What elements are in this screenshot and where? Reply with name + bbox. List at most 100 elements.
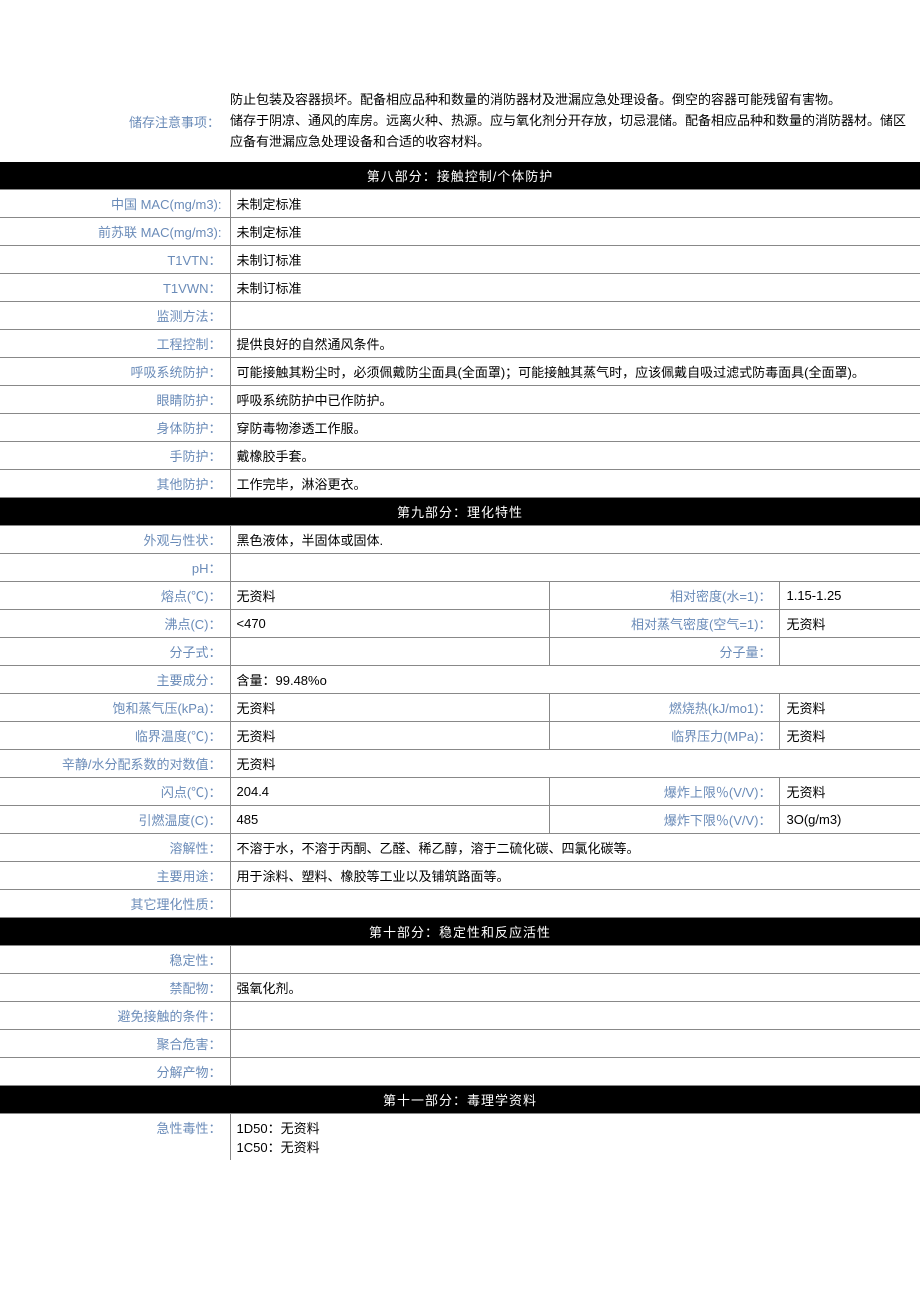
section9-mid2-body: 辛静/水分配系数的对数值： 无资料	[0, 750, 920, 778]
section11-header: 第十一部分：毒理学资料	[0, 1086, 920, 1114]
table-row: 引燃温度(C)： 485 爆炸下限％(V/V)： 3O(g/m3)	[0, 806, 920, 834]
table-row: 饱和蒸气压(kPa)： 无资料 燃烧热(kJ/mo1)： 无资料	[0, 694, 920, 722]
table-row: pH：	[0, 554, 920, 582]
row-value: 未制定标准	[230, 218, 920, 246]
row-label: 手防护：	[0, 442, 230, 470]
row-value: 提供良好的自然通风条件。	[230, 330, 920, 358]
row-value	[230, 1002, 920, 1030]
row-label: 前苏联 MAC(mg/m3):	[0, 218, 230, 246]
row-value	[230, 946, 920, 974]
table-row: 分解产物：	[0, 1058, 920, 1086]
row-label-2: 分子量：	[550, 638, 780, 666]
table-row: 主要成分： 含量：99.48%o	[0, 666, 920, 694]
row-label: 辛静/水分配系数的对数值：	[0, 750, 230, 778]
table-row: 分子式： 分子量：	[0, 638, 920, 666]
row-label: 身体防护：	[0, 414, 230, 442]
row-label: 引燃温度(C)：	[0, 806, 230, 834]
row-value: 无资料	[230, 722, 550, 750]
table-row: 其他防护： 工作完毕，淋浴更衣。	[0, 470, 920, 498]
row-value: 戴橡胶手套。	[230, 442, 920, 470]
row-value	[230, 302, 920, 330]
row-label: 闪点(℃)：	[0, 778, 230, 806]
row-label: 眼睛防护：	[0, 386, 230, 414]
row-value-2: 1.15-1.25	[780, 582, 920, 610]
row-value	[230, 638, 550, 666]
row-value: 未制订标准	[230, 246, 920, 274]
row-label-2: 爆炸下限％(V/V)：	[550, 806, 780, 834]
row-label-2: 相对密度(水=1)：	[550, 582, 780, 610]
storage-note-label: 储存注意事项：	[10, 90, 230, 152]
row-value-2: 无资料	[780, 778, 920, 806]
row-value: 不溶于水，不溶于丙酮、乙醛、稀乙醇，溶于二硫化碳、四氯化碳等。	[230, 834, 920, 862]
section8-table: 第八部分：接触控制/个体防护 中国 MAC(mg/m3): 未制定标准 前苏联 …	[0, 162, 920, 498]
row-value	[230, 890, 920, 918]
row-label: 中国 MAC(mg/m3):	[0, 190, 230, 218]
section9-header: 第九部分：理化特性	[0, 498, 920, 526]
row-value	[230, 554, 920, 582]
row-label: 监测方法：	[0, 302, 230, 330]
row-value: 未制订标准	[230, 274, 920, 302]
row-value	[230, 1030, 920, 1058]
row-value: 无资料	[230, 694, 550, 722]
row-label: 溶解性：	[0, 834, 230, 862]
table-row: 临界温度(℃)： 无资料 临界压力(MPa)： 无资料	[0, 722, 920, 750]
row-label: T1VWN：	[0, 274, 230, 302]
row-label: 分解产物：	[0, 1058, 230, 1086]
row-label: 工程控制：	[0, 330, 230, 358]
section9-quad2-body: 饱和蒸气压(kPa)： 无资料 燃烧热(kJ/mo1)： 无资料 临界温度(℃)…	[0, 694, 920, 750]
row-label: 聚合危害：	[0, 1030, 230, 1058]
row-label-2: 爆炸上限％(V/V)：	[550, 778, 780, 806]
storage-note-text: 防止包装及容器损坏。配备相应品种和数量的消防器材及泄漏应急处理设备。倒空的容器可…	[230, 90, 910, 152]
row-label: 稳定性：	[0, 946, 230, 974]
row-label: 其它理化性质：	[0, 890, 230, 918]
page-container: 储存注意事项： 防止包装及容器损坏。配备相应品种和数量的消防器材及泄漏应急处理设…	[0, 0, 920, 1160]
row-label: 分子式：	[0, 638, 230, 666]
table-row: 身体防护： 穿防毒物渗透工作服。	[0, 414, 920, 442]
section9-top-body: 外观与性状： 黑色液体，半固体或固体. pH：	[0, 526, 920, 582]
table-row: 呼吸系统防护： 可能接触其粉尘时，必须佩戴防尘面具(全面罩)；可能接触其蒸气时，…	[0, 358, 920, 386]
row-value: 1D50：无资料 1C50：无资料	[230, 1114, 920, 1161]
section11-body: 急性毒性： 1D50：无资料 1C50：无资料	[0, 1114, 920, 1161]
row-value: 无资料	[230, 582, 550, 610]
row-value-2: 无资料	[780, 694, 920, 722]
table-row: 监测方法：	[0, 302, 920, 330]
row-label: 临界温度(℃)：	[0, 722, 230, 750]
table-row: 沸点(C)： <470 相对蒸气密度(空气=1)： 无资料	[0, 610, 920, 638]
section10-table: 第十部分：稳定性和反应活性 稳定性： 禁配物： 强氧化剂。 避免接触的条件： 聚…	[0, 918, 920, 1086]
storage-note-line1: 防止包装及容器损坏。配备相应品种和数量的消防器材及泄漏应急处理设备。倒空的容器可…	[230, 92, 841, 107]
table-row: 聚合危害：	[0, 1030, 920, 1058]
row-label: 避免接触的条件：	[0, 1002, 230, 1030]
row-label: 急性毒性：	[0, 1114, 230, 1161]
table-row: 中国 MAC(mg/m3): 未制定标准	[0, 190, 920, 218]
section10-header: 第十部分：稳定性和反应活性	[0, 918, 920, 946]
section9-quad3-body: 闪点(℃)： 204.4 爆炸上限％(V/V)： 无资料 引燃温度(C)： 48…	[0, 778, 920, 834]
table-row: 前苏联 MAC(mg/m3): 未制定标准	[0, 218, 920, 246]
table-row: T1VTN： 未制订标准	[0, 246, 920, 274]
row-label: 主要用途：	[0, 862, 230, 890]
table-row: 手防护： 戴橡胶手套。	[0, 442, 920, 470]
table-row: 主要用途： 用于涂料、塑料、橡胶等工业以及铺筑路面等。	[0, 862, 920, 890]
row-value: 485	[230, 806, 550, 834]
row-label: 沸点(C)：	[0, 610, 230, 638]
row-label: 其他防护：	[0, 470, 230, 498]
row-label: 外观与性状：	[0, 526, 230, 554]
row-label-2: 临界压力(MPa)：	[550, 722, 780, 750]
storage-note-row: 储存注意事项： 防止包装及容器损坏。配备相应品种和数量的消防器材及泄漏应急处理设…	[0, 0, 920, 162]
table-row: 禁配物： 强氧化剂。	[0, 974, 920, 1002]
row-value: 含量：99.48%o	[230, 666, 920, 694]
section9-quad1-body: 熔点(℃)： 无资料 相对密度(水=1)： 1.15-1.25 沸点(C)： <…	[0, 582, 920, 666]
row-value: 无资料	[230, 750, 920, 778]
row-value: <470	[230, 610, 550, 638]
row-label: T1VTN：	[0, 246, 230, 274]
row-value: 可能接触其粉尘时，必须佩戴防尘面具(全面罩)；可能接触其蒸气时，应该佩戴自吸过滤…	[230, 358, 920, 386]
section9-mid-body: 主要成分： 含量：99.48%o	[0, 666, 920, 694]
table-row: 避免接触的条件：	[0, 1002, 920, 1030]
row-value: 穿防毒物渗透工作服。	[230, 414, 920, 442]
row-value: 用于涂料、塑料、橡胶等工业以及铺筑路面等。	[230, 862, 920, 890]
row-label: 主要成分：	[0, 666, 230, 694]
table-row: 稳定性：	[0, 946, 920, 974]
row-value: 204.4	[230, 778, 550, 806]
row-label: 呼吸系统防护：	[0, 358, 230, 386]
row-value-2: 无资料	[780, 722, 920, 750]
row-label-2: 相对蒸气密度(空气=1)：	[550, 610, 780, 638]
